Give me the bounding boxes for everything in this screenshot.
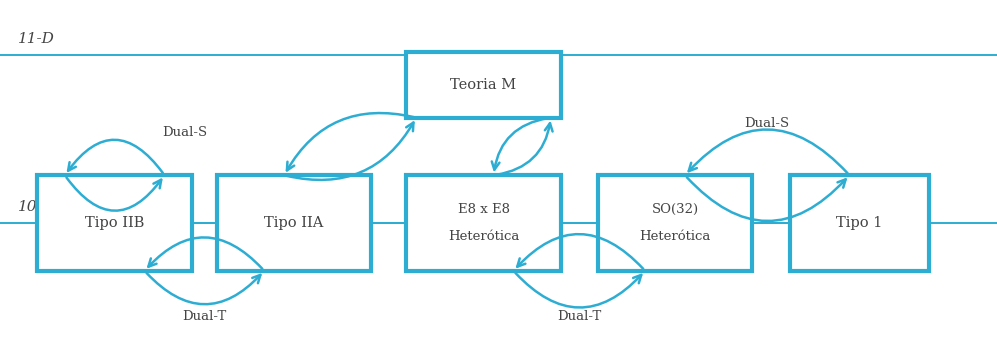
FancyBboxPatch shape	[790, 175, 929, 271]
Text: Tipo 1: Tipo 1	[836, 216, 882, 230]
FancyBboxPatch shape	[598, 175, 752, 271]
Text: Tipo IIB: Tipo IIB	[85, 216, 145, 230]
FancyBboxPatch shape	[406, 52, 560, 118]
Text: Dual-T: Dual-T	[557, 310, 601, 323]
Text: SO(32): SO(32)	[651, 203, 699, 216]
Text: 10-D: 10-D	[18, 200, 55, 214]
Text: Heterótica: Heterótica	[448, 230, 519, 243]
Text: Teoria M: Teoria M	[451, 78, 516, 92]
Text: Dual-S: Dual-S	[745, 118, 790, 130]
Text: Dual-T: Dual-T	[182, 310, 226, 323]
Text: E8 x E8: E8 x E8	[458, 203, 509, 216]
Text: Heterótica: Heterótica	[639, 230, 711, 243]
Text: Tipo IIA: Tipo IIA	[264, 216, 324, 230]
FancyBboxPatch shape	[216, 175, 371, 271]
Text: 11-D: 11-D	[18, 32, 55, 46]
FancyBboxPatch shape	[38, 175, 191, 271]
FancyBboxPatch shape	[406, 175, 560, 271]
Text: Dual-S: Dual-S	[162, 126, 207, 139]
